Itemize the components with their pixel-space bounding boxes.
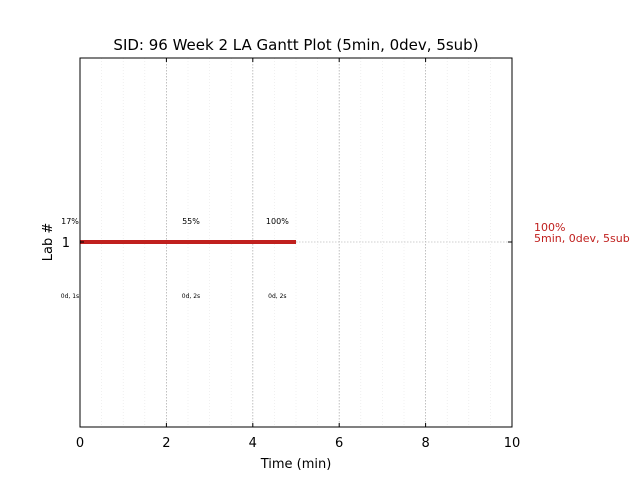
y-axis-label: Lab # xyxy=(41,223,56,262)
checkpoint-percent-label: 100% xyxy=(266,217,289,226)
checkpoint-time-label: 0d, 2s xyxy=(268,293,286,300)
y-tick-label: 1 xyxy=(62,236,70,251)
x-tick-label: 4 xyxy=(249,436,257,451)
checkpoint-time-label: 0d, 2s xyxy=(182,293,200,300)
y-axis-ticks: 1 xyxy=(62,236,512,251)
chart-title: SID: 96 Week 2 LA Gantt Plot (5min, 0dev… xyxy=(113,36,478,54)
annotations: 17% 0d, 1s 55% 0d, 2s 100% 0d, 2s xyxy=(61,217,289,300)
row-side-label: 100% xyxy=(534,221,565,234)
row-side-labels: 100%5min, 0dev, 5sub xyxy=(534,221,630,245)
checkpoint-time-label: 0d, 1s xyxy=(61,293,79,300)
x-tick-label: 2 xyxy=(162,436,170,451)
x-axis-ticks: 0 2 4 6 8 10 xyxy=(76,58,520,451)
checkpoint-percent-label: 55% xyxy=(182,217,200,226)
x-tick-label: 6 xyxy=(335,436,343,451)
checkpoint-percent-label: 17% xyxy=(61,217,79,226)
row-side-label: 5min, 0dev, 5sub xyxy=(534,232,630,245)
x-tick-label: 8 xyxy=(421,436,429,451)
x-tick-label: 10 xyxy=(504,436,521,451)
x-tick-label: 0 xyxy=(76,436,84,451)
x-axis-label: Time (min) xyxy=(260,457,332,472)
